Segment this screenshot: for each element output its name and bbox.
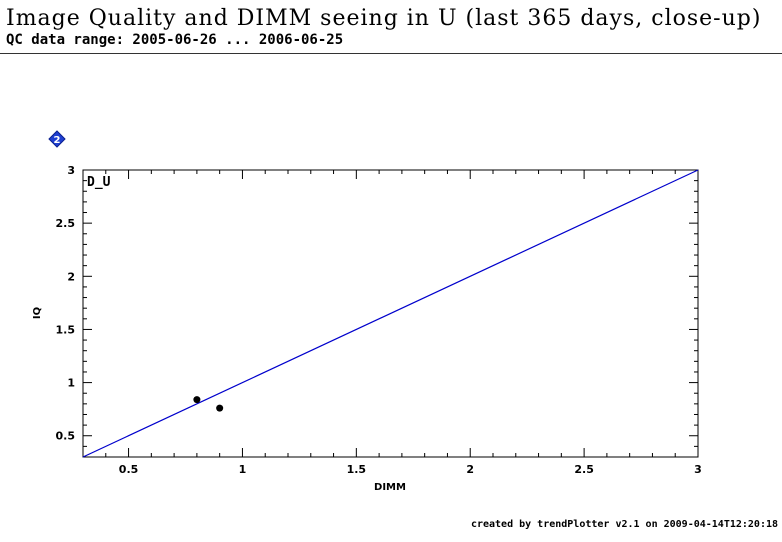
data-point [216,404,224,412]
y-tick-labels: 0.5 1 1.5 2 2.5 3 [56,164,76,443]
data-point [193,396,201,404]
data-points [193,396,224,412]
y-tick-label: 0.5 [56,430,76,443]
data-range-subtitle: QC data range: 2005-06-26 ... 2006-06-25 [6,32,344,48]
x-tick-label: 3 [694,463,702,476]
y-tick-label: 2 [67,270,75,283]
badge: 2 [48,130,66,148]
x-tick-labels: 0.5 1 1.5 2 2.5 3 [119,463,702,476]
panel-label: D_U [87,175,111,190]
y-tick-label: 1 [67,377,75,390]
x-axis-label: DIMM [374,482,406,493]
blue-diamond-badge-icon [48,130,66,148]
header-divider [0,53,782,54]
x-tick-label: 0.5 [119,463,139,476]
x-tick-label: 1 [239,463,247,476]
page-title: Image Quality and DIMM seeing in U (last… [6,6,762,31]
x-tick-label: 2 [466,463,474,476]
x-tick-label: 1.5 [347,463,367,476]
reference-line [82,169,699,458]
y-axis-label: IQ [32,307,43,319]
y-tick-label: 2.5 [56,217,76,230]
y-tick-label: 3 [67,164,75,177]
axis-ticks [82,169,699,458]
footer-credit: created by trendPlotter v2.1 on 2009-04-… [470,519,778,530]
x-tick-label: 2.5 [574,463,594,476]
plot-frame [82,169,699,458]
badge-label: 2 [54,135,61,146]
y-tick-label: 1.5 [56,323,76,336]
